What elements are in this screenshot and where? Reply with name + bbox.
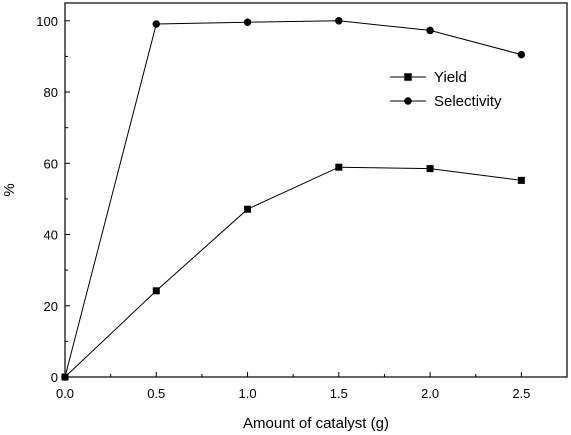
- legend: Yield Selectivity: [390, 69, 502, 110]
- y-tick-label: 20: [44, 299, 58, 314]
- series-layer: [61, 17, 526, 381]
- x-axis-ticks: 0.0 0.5 1.0 1.5 2.0 2.5: [56, 372, 530, 401]
- x-tick-label: 0.0: [56, 386, 74, 401]
- selectivity-point: [335, 17, 343, 25]
- y-tick-label: 40: [44, 228, 58, 243]
- x-tick-label: 2.5: [512, 386, 530, 401]
- x-tick-label: 1.0: [239, 386, 257, 401]
- y-axis-title: %: [1, 183, 18, 196]
- yield-point: [426, 165, 434, 173]
- selectivity-point: [152, 20, 161, 28]
- x-axis-title: Amount of catalyst (g): [243, 415, 389, 432]
- yield-point: [244, 205, 252, 213]
- legend-item-selectivity: Selectivity: [390, 93, 502, 110]
- legend-marker: [404, 97, 412, 105]
- legend-item-yield: Yield: [390, 69, 467, 86]
- y-tick-label: 100: [36, 14, 58, 29]
- series-line-yield: [64, 166, 522, 378]
- selectivity-point: [243, 18, 252, 26]
- legend-label: Selectivity: [434, 93, 502, 110]
- plot-border: [64, 2, 568, 378]
- yield-point: [517, 176, 525, 184]
- yield-point: [152, 287, 160, 295]
- legend-label: Yield: [434, 69, 467, 86]
- x-tick-label: 1.5: [330, 386, 348, 401]
- series-yield: [61, 163, 525, 381]
- plot-area: [64, 2, 568, 378]
- series-line-selectivity: [64, 20, 522, 378]
- y-tick-label: 60: [44, 156, 58, 171]
- x-tick-label: 2.0: [421, 386, 439, 401]
- y-tick-label: 0: [51, 370, 58, 385]
- series-selectivity: [61, 17, 526, 381]
- selectivity-point: [517, 50, 526, 59]
- legend-marker: [404, 73, 412, 81]
- y-axis-ticks: 0 20 40 60 80 100: [36, 14, 70, 385]
- selectivity-point: [426, 26, 434, 35]
- y-tick-label: 80: [44, 85, 58, 100]
- x-tick-label: 0.5: [147, 386, 165, 401]
- selectivity-point: [61, 373, 69, 381]
- yield-point: [335, 163, 343, 171]
